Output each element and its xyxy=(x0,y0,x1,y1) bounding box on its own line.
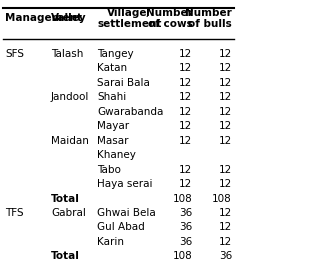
Text: Gwarabanda: Gwarabanda xyxy=(97,107,164,117)
Text: Gul Abad: Gul Abad xyxy=(97,222,145,232)
Text: 12: 12 xyxy=(179,49,192,59)
Text: 12: 12 xyxy=(179,107,192,117)
Text: Mayar: Mayar xyxy=(97,121,129,131)
Text: Maidan: Maidan xyxy=(51,136,89,146)
Text: 12: 12 xyxy=(219,237,232,247)
Text: Tangey: Tangey xyxy=(97,49,134,59)
Text: 12: 12 xyxy=(219,63,232,73)
Text: 12: 12 xyxy=(179,165,192,175)
Text: Katan: Katan xyxy=(97,63,127,73)
Text: Khaney: Khaney xyxy=(97,150,136,160)
Text: Total: Total xyxy=(51,194,80,204)
Text: 12: 12 xyxy=(219,136,232,146)
Text: Valley: Valley xyxy=(51,13,87,23)
Text: 12: 12 xyxy=(219,107,232,117)
Text: Talash: Talash xyxy=(51,49,83,59)
Text: Ghwai Bela: Ghwai Bela xyxy=(97,208,156,218)
Text: 12: 12 xyxy=(179,136,192,146)
Text: Karin: Karin xyxy=(97,237,124,247)
Text: Tabo: Tabo xyxy=(97,165,121,175)
Text: TFS: TFS xyxy=(5,208,24,218)
Text: SFS: SFS xyxy=(5,49,24,59)
Text: 12: 12 xyxy=(179,63,192,73)
Text: 12: 12 xyxy=(179,179,192,189)
Text: 12: 12 xyxy=(219,179,232,189)
Text: 12: 12 xyxy=(179,121,192,131)
Text: Village/
settlement: Village/ settlement xyxy=(97,8,162,29)
Text: 36: 36 xyxy=(179,237,192,247)
Text: 12: 12 xyxy=(219,222,232,232)
Text: 12: 12 xyxy=(219,165,232,175)
Text: Total: Total xyxy=(51,251,80,261)
Text: 12: 12 xyxy=(219,208,232,218)
Text: Shahi: Shahi xyxy=(97,92,126,102)
Text: Number
of cows: Number of cows xyxy=(146,8,192,29)
Text: Haya serai: Haya serai xyxy=(97,179,153,189)
Text: 12: 12 xyxy=(179,92,192,102)
Text: 36: 36 xyxy=(179,222,192,232)
Text: 12: 12 xyxy=(219,78,232,88)
Text: 36: 36 xyxy=(179,208,192,218)
Text: 108: 108 xyxy=(173,194,192,204)
Text: 12: 12 xyxy=(219,49,232,59)
Text: Management: Management xyxy=(5,13,82,23)
Text: 12: 12 xyxy=(179,78,192,88)
Text: Number
of bulls: Number of bulls xyxy=(185,8,232,29)
Text: 36: 36 xyxy=(219,251,232,261)
Text: 12: 12 xyxy=(219,92,232,102)
Text: 12: 12 xyxy=(219,121,232,131)
Text: Gabral: Gabral xyxy=(51,208,86,218)
Text: Sarai Bala: Sarai Bala xyxy=(97,78,150,88)
Text: 108: 108 xyxy=(173,251,192,261)
Text: Masar: Masar xyxy=(97,136,129,146)
Text: 108: 108 xyxy=(212,194,232,204)
Text: Jandool: Jandool xyxy=(51,92,89,102)
